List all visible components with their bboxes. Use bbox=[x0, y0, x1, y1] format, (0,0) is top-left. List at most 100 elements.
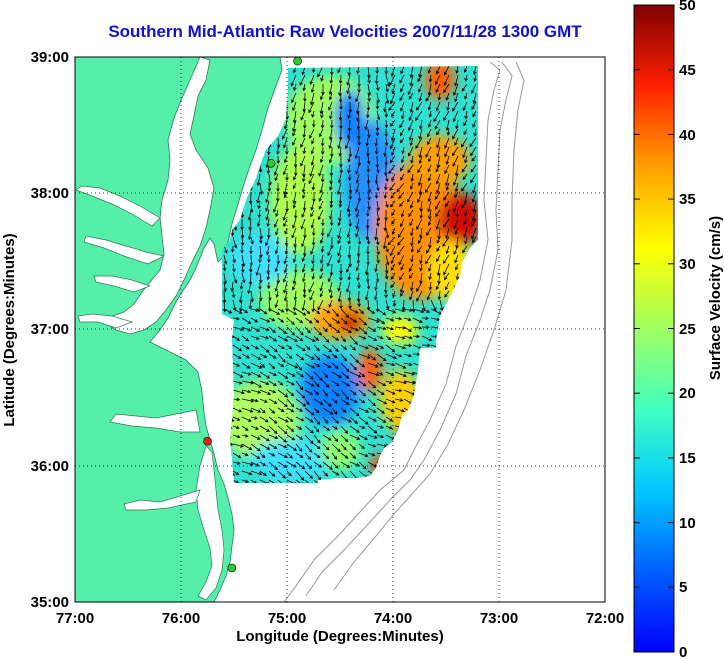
velocity-arrow bbox=[259, 452, 266, 459]
velocity-arrow bbox=[347, 164, 351, 174]
velocity-arrow bbox=[347, 66, 352, 77]
velocity-arrow bbox=[454, 191, 459, 199]
velocity-arrow bbox=[471, 155, 477, 162]
velocity-arrow bbox=[292, 119, 297, 133]
velocity-arrow bbox=[327, 245, 333, 257]
velocity-arrow bbox=[322, 317, 332, 328]
velocity-arrow bbox=[454, 74, 459, 87]
velocity-arrow bbox=[390, 281, 396, 289]
velocity-arrow bbox=[462, 101, 468, 112]
velocity-arrow bbox=[385, 200, 389, 209]
velocity-arrow bbox=[338, 146, 343, 157]
velocity-arrow bbox=[313, 389, 319, 396]
velocity-arrow bbox=[463, 218, 468, 225]
velocity-arrow bbox=[408, 119, 414, 132]
velocity-arrow bbox=[321, 146, 325, 155]
velocity-arrow bbox=[349, 443, 356, 451]
velocity-arrow bbox=[464, 74, 468, 82]
velocity-arrow bbox=[470, 218, 477, 227]
velocity-arrow bbox=[445, 182, 450, 191]
velocity-arrow bbox=[349, 344, 356, 351]
velocity-arrow bbox=[444, 164, 450, 175]
velocity-arrow bbox=[331, 407, 338, 415]
velocity-arrow bbox=[266, 218, 270, 227]
velocity-arrow bbox=[436, 137, 441, 149]
velocity-arrow bbox=[384, 110, 389, 118]
velocity-arrow bbox=[416, 101, 423, 111]
velocity-arrow bbox=[376, 317, 386, 325]
velocity-arrow bbox=[454, 164, 459, 177]
velocity-arrow bbox=[277, 317, 285, 323]
velocity-arrow bbox=[293, 209, 298, 220]
velocity-arrow bbox=[331, 335, 340, 341]
velocity-arrow bbox=[322, 344, 333, 353]
velocity-arrow bbox=[304, 371, 314, 380]
velocity-arrow bbox=[445, 155, 450, 165]
velocity-arrow bbox=[385, 227, 390, 239]
velocity-arrow bbox=[283, 254, 288, 265]
velocity-arrow bbox=[355, 209, 360, 218]
velocity-arrow bbox=[445, 173, 450, 187]
velocity-arrow bbox=[259, 317, 271, 323]
velocity-arrow bbox=[322, 389, 328, 397]
velocity-arrow bbox=[250, 335, 260, 340]
velocity-arrow bbox=[340, 317, 348, 325]
velocity-arrow bbox=[247, 209, 252, 221]
velocity-arrow bbox=[401, 146, 405, 155]
colorbar-label: Surface Velocity (cm/s) bbox=[707, 216, 724, 380]
velocity-arrow bbox=[274, 173, 279, 182]
velocity-arrow bbox=[250, 443, 261, 452]
velocity-arrow bbox=[427, 164, 432, 173]
velocity-arrow bbox=[435, 182, 441, 195]
velocity-arrow bbox=[367, 380, 377, 389]
velocity-arrow bbox=[222, 263, 227, 272]
velocity-arrow bbox=[443, 83, 450, 94]
velocity-arrow bbox=[328, 128, 333, 141]
velocity-arrow bbox=[274, 299, 279, 309]
velocity-arrow bbox=[409, 137, 414, 147]
velocity-arrow bbox=[385, 254, 390, 266]
velocity-arrow bbox=[403, 353, 412, 358]
velocity-arrow bbox=[241, 470, 253, 476]
velocity-arrow bbox=[347, 272, 352, 281]
velocity-arrow bbox=[347, 236, 351, 245]
velocity-arrow bbox=[358, 380, 367, 387]
velocity-arrow bbox=[367, 191, 371, 201]
velocity-arrow bbox=[295, 434, 304, 440]
velocity-arrow bbox=[376, 398, 388, 405]
velocity-arrow bbox=[275, 209, 279, 218]
velocity-arrow bbox=[339, 164, 344, 174]
velocity-arrow bbox=[472, 119, 477, 128]
velocity-arrow bbox=[367, 443, 377, 448]
velocity-arrow bbox=[268, 326, 276, 334]
velocity-arrow bbox=[376, 92, 380, 104]
velocity-arrow bbox=[376, 344, 385, 349]
velocity-arrow bbox=[453, 218, 459, 230]
velocity-arrow bbox=[329, 173, 333, 185]
velocity-arrow bbox=[367, 452, 376, 457]
velocity-arrow bbox=[435, 74, 441, 85]
velocity-arrow bbox=[358, 425, 366, 429]
velocity-arrow bbox=[385, 380, 393, 384]
velocity-arrow bbox=[376, 434, 385, 439]
velocity-arrow bbox=[385, 317, 395, 322]
velocity-arrow bbox=[295, 470, 305, 481]
velocity-arrow bbox=[257, 200, 261, 210]
velocity-arrow bbox=[436, 254, 441, 263]
y-tick-label: 37:00 bbox=[31, 321, 69, 338]
map-title: Southern Mid-Atlantic Raw Velocities 200… bbox=[108, 22, 582, 41]
velocity-arrow bbox=[428, 74, 433, 83]
velocity-arrow bbox=[255, 263, 261, 276]
velocity-arrow bbox=[419, 263, 423, 272]
velocity-arrow bbox=[302, 281, 307, 294]
velocity-arrow bbox=[400, 209, 405, 218]
velocity-arrow bbox=[399, 119, 405, 129]
velocity-arrow bbox=[443, 191, 450, 201]
velocity-arrow bbox=[394, 335, 406, 340]
velocity-arrow bbox=[354, 200, 360, 213]
colorbar-tick-label: 0 bbox=[679, 644, 687, 659]
velocity-arrow bbox=[399, 290, 405, 297]
velocity-arrow bbox=[286, 443, 297, 451]
velocity-arrow bbox=[394, 398, 404, 402]
velocity-arrow bbox=[311, 254, 315, 265]
